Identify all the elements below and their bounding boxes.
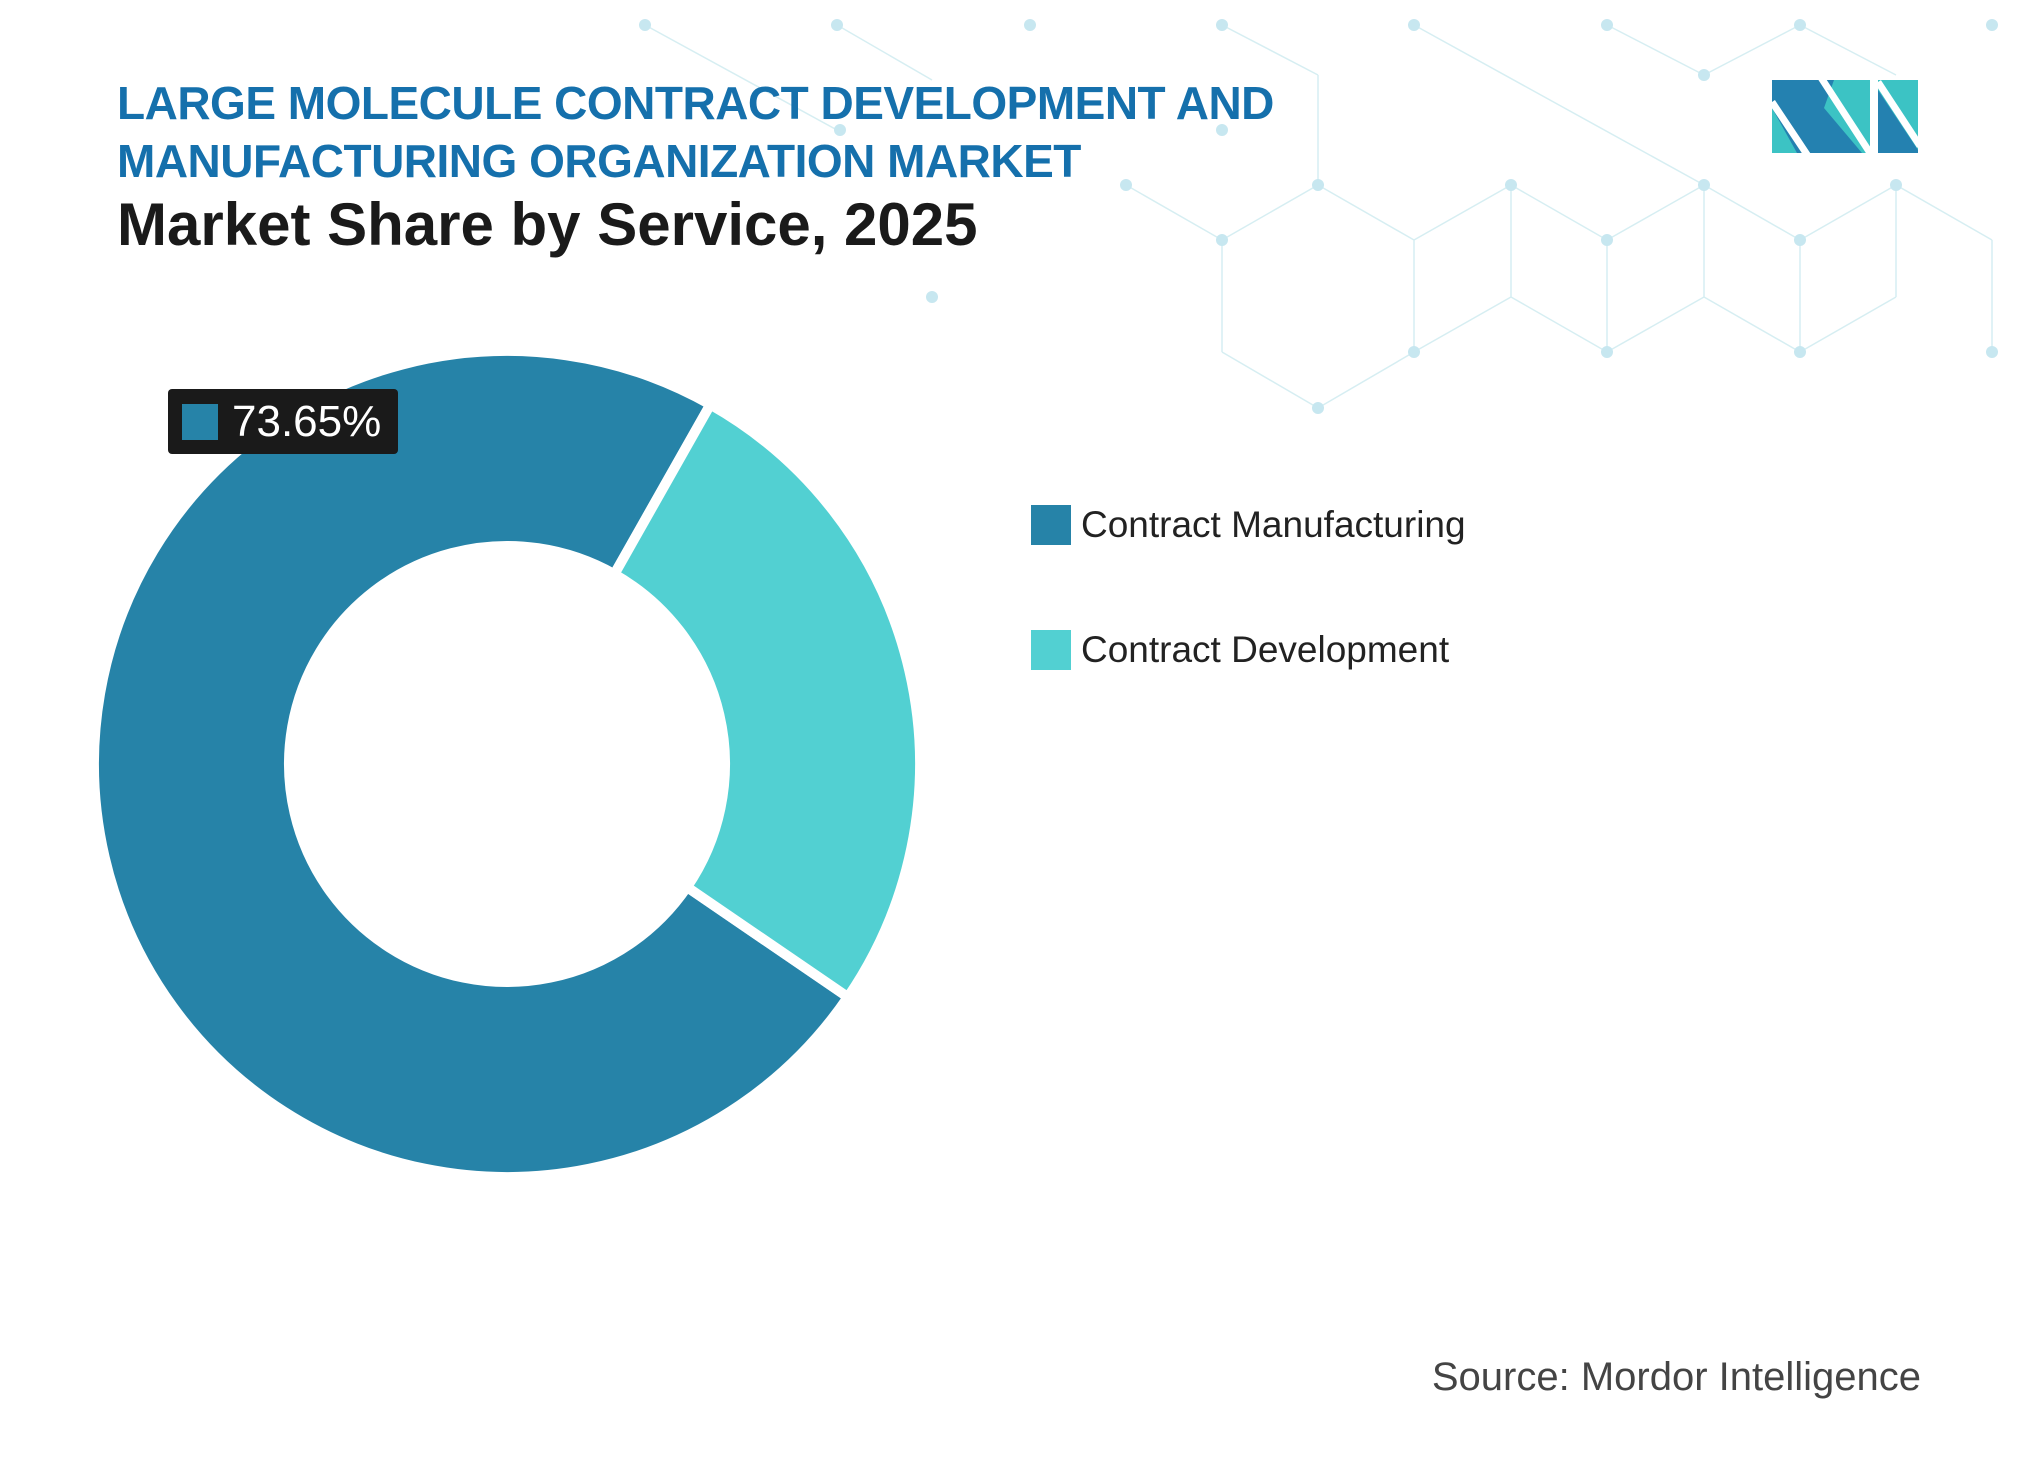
slice-contract-development [607,397,925,1005]
pattern-line [1317,351,1415,409]
legend-item-contract-manufacturing: Contract Manufacturing [1031,504,1466,546]
chart-subtitle: Market Share by Service, 2025 [117,191,978,258]
pattern-dot [1986,346,1998,358]
pattern-dot [1794,234,1806,246]
pattern-dot [831,19,843,31]
pattern-dot [1794,19,1806,31]
pattern-line [1606,184,1705,241]
pattern-line [1703,24,1801,76]
data-label-contract-manufacturing: 73.65% [168,389,398,454]
pattern-line [1606,296,1705,353]
pattern-dot [1120,179,1132,191]
donut-chart [89,346,925,1182]
pattern-dot [1216,234,1228,246]
background-network-pattern [639,19,1998,414]
pattern-dot [1505,179,1517,191]
pattern-dot [1601,346,1613,358]
pattern-line [1510,184,1608,241]
pattern-dot [834,124,846,136]
data-label-text: 73.65% [232,396,382,446]
pattern-dot [1216,124,1228,136]
pattern-line [1799,184,1897,241]
slice-contract-manufacturing [89,346,855,1182]
pattern-dot [1216,19,1228,31]
pattern-dot [1698,179,1710,191]
pattern-dot [1601,19,1613,31]
pattern-dot [1024,19,1036,31]
pattern-dot [1601,234,1613,246]
legend-swatch [1031,630,1071,670]
pattern-line [1703,296,1801,353]
pattern-line [1413,296,1512,353]
pattern-line [1606,24,1705,76]
legend-item-contract-development: Contract Development [1031,629,1449,671]
pattern-dot [1794,346,1806,358]
pattern-dot [1408,346,1420,358]
pattern-dot [1698,69,1710,81]
pattern-dot [926,291,938,303]
pattern-dot [639,19,651,31]
pattern-line [1413,24,1705,186]
pattern-line [644,24,838,131]
legend-label: Contract Development [1081,629,1450,670]
pattern-line [1703,184,1801,241]
pattern-line [836,24,933,81]
pattern-line [1221,351,1319,409]
pattern-dot [1312,402,1324,414]
pattern-dot [1986,19,1998,31]
pattern-dot [1312,179,1324,191]
pattern-line [1510,296,1608,353]
legend-label: Contract Manufacturing [1081,504,1466,545]
pattern-line [1799,24,1897,76]
pattern-line [1317,184,1415,241]
pattern-line [1799,296,1897,353]
pattern-line [1125,184,1223,241]
pattern-line [1221,184,1319,241]
label-swatch [182,403,218,440]
pattern-dot [1408,19,1420,31]
pattern-line [1895,184,1993,241]
mordor-intelligence-logo [1772,80,1918,153]
report-title-line2: MANUFACTURING ORGANIZATION MARKET [117,135,1081,187]
source-text: Source: Mordor Intelligence [1431,1355,1921,1399]
pattern-line [1221,24,1319,76]
pattern-dot [1890,179,1902,191]
report-title-line1: LARGE MOLECULE CONTRACT DEVELOPMENT AND [117,77,1274,129]
pattern-line [1413,184,1512,241]
legend-swatch [1031,505,1071,545]
